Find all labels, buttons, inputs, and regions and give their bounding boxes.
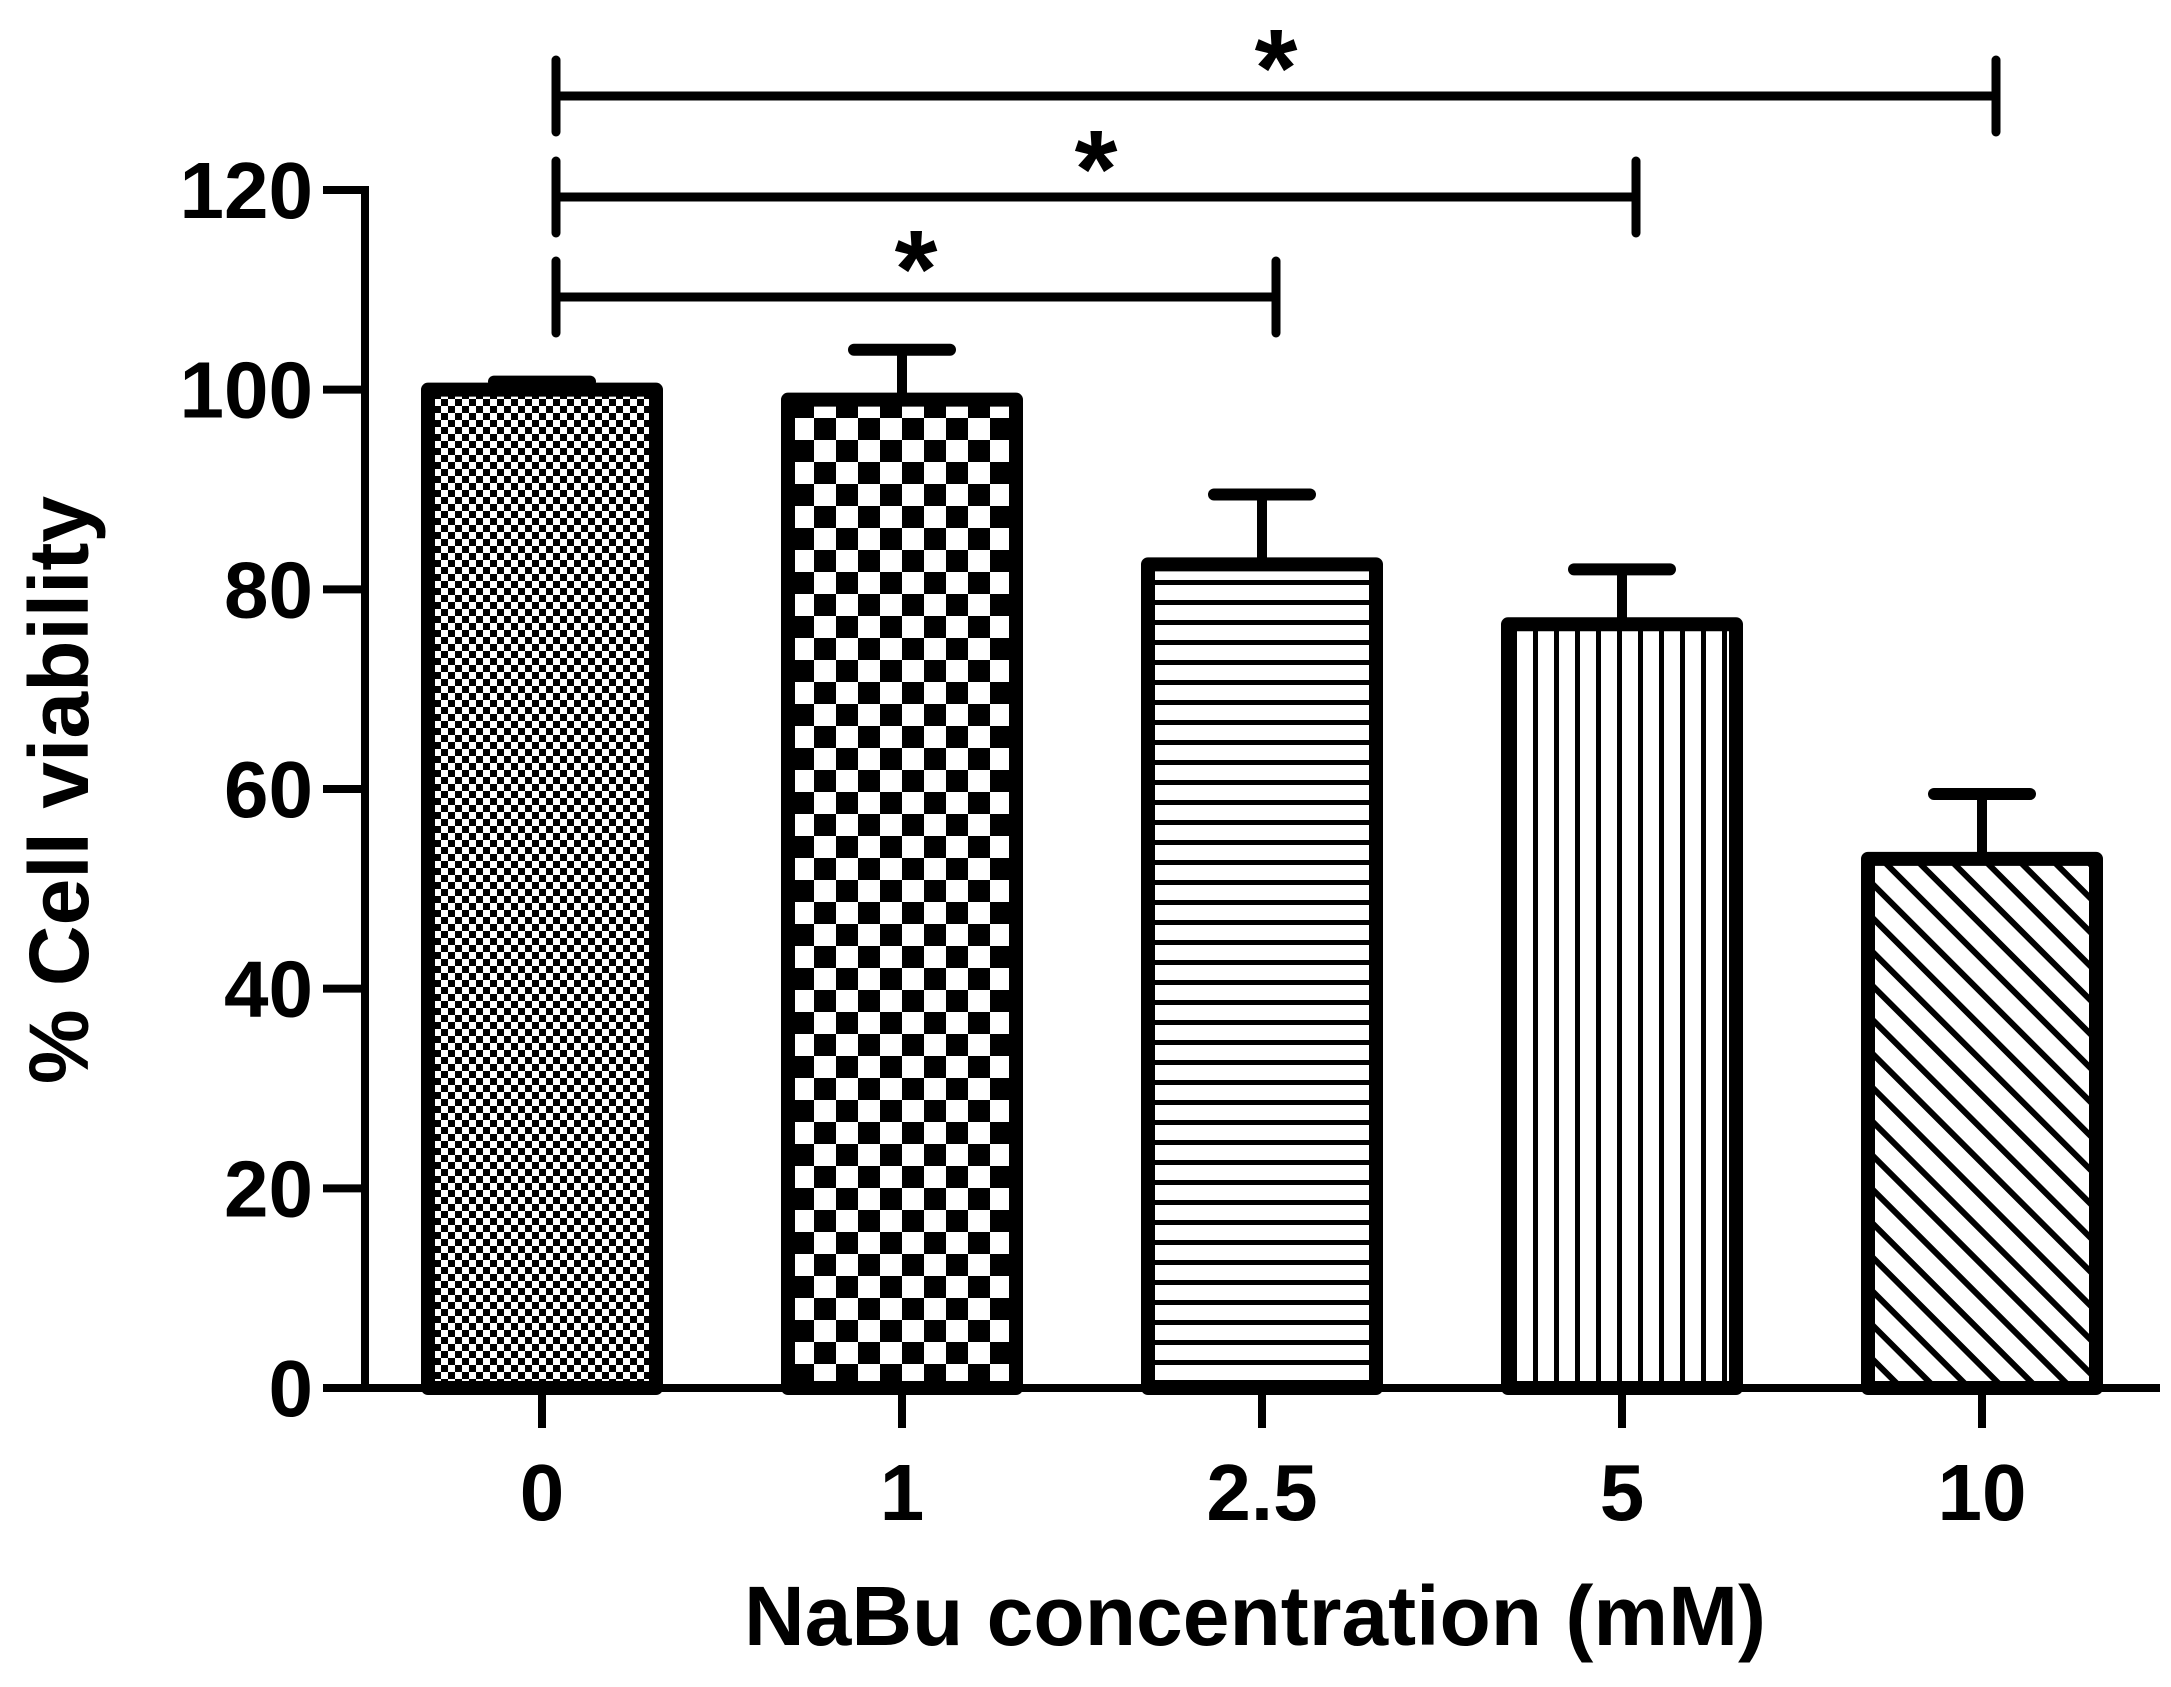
y-tick-label: 80	[224, 545, 313, 634]
x-axis-title: NaBu concentration (mM)	[744, 1569, 1766, 1663]
y-tick-label: 120	[180, 146, 313, 235]
x-tick-label: 10	[1938, 1448, 2027, 1537]
bar-10	[1861, 851, 2103, 1395]
y-ticks-layer: 0 20 40 60 80 100 120	[180, 146, 365, 1433]
significance-star: *	[895, 208, 938, 331]
y-tick-label: 20	[224, 1144, 313, 1233]
x-ticks-layer: 0 1 2.5 5 10	[520, 1388, 2027, 1537]
error-bars-layer	[488, 343, 2036, 859]
x-tick-label: 2.5	[1206, 1448, 1317, 1537]
significance-star: *	[1255, 7, 1298, 130]
bar-1	[781, 392, 1023, 1395]
y-tick-label: 0	[269, 1344, 314, 1433]
y-tick-label: 100	[180, 346, 313, 435]
bar-2.5	[1141, 557, 1383, 1395]
y-axis-title: % Cell viability	[12, 496, 106, 1084]
y-tick-label: 60	[224, 745, 313, 834]
significance-star: *	[1075, 108, 1118, 231]
bar-5	[1501, 617, 1743, 1395]
y-tick-label: 40	[224, 945, 313, 1034]
x-tick-label: 1	[880, 1448, 925, 1537]
significance-layer: * * *	[551, 7, 2001, 338]
bar-0	[421, 382, 663, 1395]
x-tick-label: 0	[520, 1448, 565, 1537]
x-tick-label: 5	[1600, 1448, 1645, 1537]
